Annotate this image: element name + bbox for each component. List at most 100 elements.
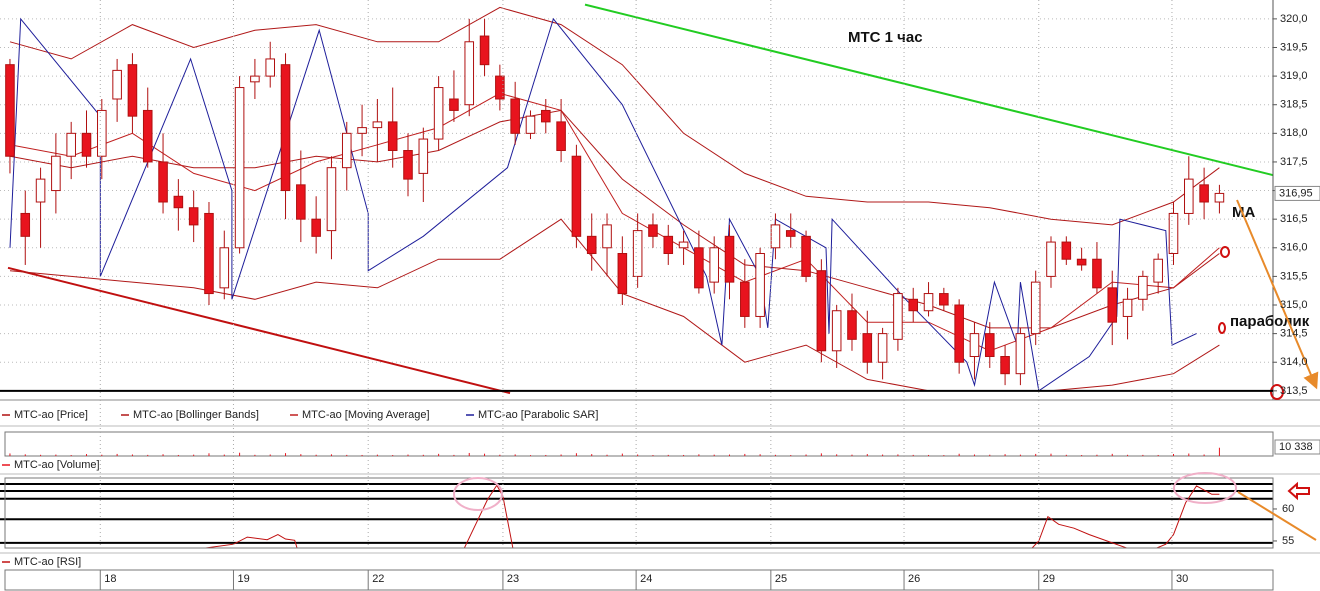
x-tick-label: 26 <box>908 573 920 585</box>
y-tick-label: 320,0 <box>1280 13 1308 25</box>
candle-body <box>541 109 551 123</box>
candle-body <box>449 98 459 111</box>
candle-body <box>1015 333 1026 375</box>
candle-body <box>709 247 719 283</box>
candle-body <box>464 41 475 106</box>
candle-body <box>250 75 260 83</box>
y-tick-label: 316,5 <box>1280 213 1308 225</box>
candle-body <box>801 235 811 277</box>
y-tick-label: 313,5 <box>1280 385 1308 397</box>
x-tick-label: 18 <box>104 573 116 585</box>
candle-body <box>694 247 704 289</box>
candle-body <box>5 64 15 157</box>
candle-body <box>939 293 949 306</box>
marker <box>1218 322 1226 334</box>
candle-body <box>954 304 964 363</box>
x-tick-label: 23 <box>507 573 519 585</box>
candle-body <box>847 310 857 340</box>
candle-body <box>188 207 199 226</box>
candle-body <box>495 75 505 100</box>
highlight <box>1173 472 1237 504</box>
candle-body <box>1076 258 1087 266</box>
candle-body <box>831 310 842 352</box>
candle-body <box>556 121 566 152</box>
legend-label: MTC-ao [Moving Average] <box>302 409 430 421</box>
candle-body <box>296 184 306 220</box>
arrow-icon <box>1287 481 1310 501</box>
candle-body <box>1061 241 1072 260</box>
rsi-panel <box>0 483 1273 548</box>
candle-body <box>234 87 245 249</box>
legend-label: MTC-ao [RSI] <box>14 556 81 568</box>
candle-body <box>35 178 46 203</box>
candle-body <box>66 132 76 157</box>
x-tick-label: 19 <box>237 573 249 585</box>
annotation: МА <box>1232 204 1255 221</box>
candle-body <box>418 138 429 174</box>
candle-body <box>142 109 153 163</box>
x-tick-label: 22 <box>372 573 384 585</box>
legend-label: MTC-ao [Bollinger Bands] <box>133 409 259 421</box>
candle-body <box>1168 212 1179 255</box>
y-tick-label: 314,0 <box>1280 356 1308 368</box>
candle-body <box>341 132 352 169</box>
y-tick-label: 319,5 <box>1280 41 1308 53</box>
trendline <box>584 3 1273 177</box>
arrow <box>1237 491 1317 541</box>
rsi-line <box>201 484 1220 548</box>
candle-body <box>862 333 873 363</box>
candle-body <box>1138 275 1148 300</box>
candle-body <box>1030 281 1041 335</box>
y-tick-label: 315,5 <box>1280 270 1308 282</box>
x-tick-label: 25 <box>775 573 787 585</box>
candle-body <box>1214 192 1225 203</box>
candle-body <box>127 64 138 117</box>
x-tick-label: 24 <box>640 573 652 585</box>
y-tick-label: 317,5 <box>1280 156 1308 168</box>
candle-body <box>357 127 367 134</box>
candle-body <box>785 230 796 237</box>
y-tick-label: 55 <box>1282 535 1294 547</box>
volume-last-box <box>1274 439 1320 455</box>
candle-body <box>433 87 444 140</box>
candle-body <box>678 241 689 249</box>
candle-body <box>1000 356 1010 375</box>
y-tick-label: 315,0 <box>1280 299 1308 311</box>
legend-label: MTC-ao [Parabolic SAR] <box>478 409 598 421</box>
y-tick-label: 314,5 <box>1280 328 1308 340</box>
series-line <box>9 109 1220 329</box>
candle-body <box>479 35 490 66</box>
candle-body <box>632 230 643 277</box>
candle-body <box>602 224 612 249</box>
candle-body <box>265 58 276 77</box>
arrow <box>1236 199 1319 390</box>
y-tick-label: 319,0 <box>1280 70 1308 82</box>
last-price-box <box>1274 185 1320 201</box>
candle-body <box>403 150 413 180</box>
x-tick-label: 29 <box>1043 573 1055 585</box>
trendline <box>7 266 511 395</box>
candle-body <box>1199 184 1209 203</box>
highlight <box>453 477 503 511</box>
candle-body <box>1092 258 1102 289</box>
candle-body <box>219 247 230 289</box>
candle-body <box>1107 287 1118 323</box>
candle-body <box>740 281 750 317</box>
chart-title: МТС 1 час <box>848 29 923 46</box>
candle-body <box>204 212 214 295</box>
legend-label: MTC-ao [Price] <box>14 409 88 421</box>
candle-body <box>663 235 674 255</box>
y-tick-label: 318,0 <box>1280 127 1308 139</box>
marker <box>1220 246 1230 258</box>
candle-body <box>1184 178 1194 214</box>
candle-body <box>387 121 398 152</box>
x-tick-label: 30 <box>1176 573 1188 585</box>
marker <box>1270 384 1284 400</box>
legend-label: MTC-ao [Volume] <box>14 459 100 471</box>
candle-body <box>908 298 919 312</box>
candle-body <box>648 224 658 237</box>
candle-body <box>724 235 735 283</box>
